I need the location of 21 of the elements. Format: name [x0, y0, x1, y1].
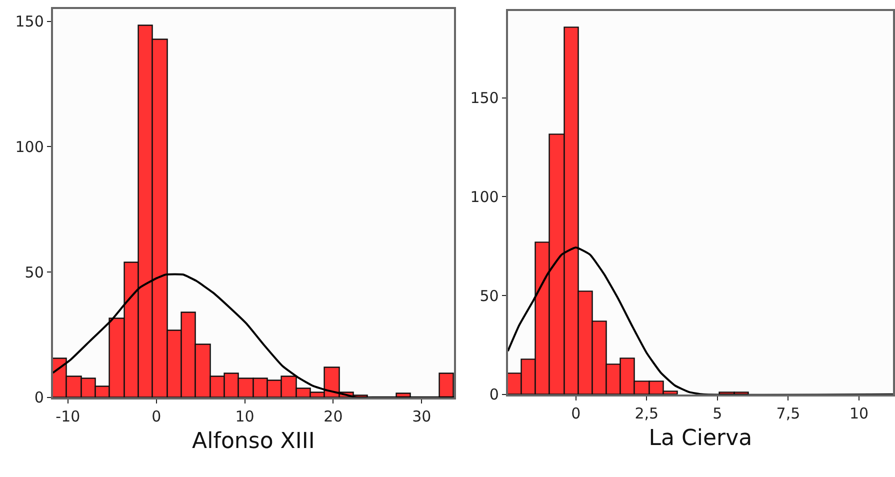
y-tick-label: 150 [15, 12, 44, 31]
x-tick-label: 30 [412, 407, 432, 426]
x-tick-label: 20 [324, 407, 343, 426]
y-tick-label: 50 [480, 286, 499, 305]
y-tick-label: 100 [15, 138, 44, 156]
x-tick-label: -10 [56, 407, 80, 426]
x-tick-label: 7,5 [776, 404, 800, 422]
y-tick-label: 0 [34, 388, 44, 407]
y-tick-label: 0 [489, 386, 499, 404]
x-axis-title: La Cierva [648, 426, 752, 451]
x-tick-label: 0 [571, 404, 581, 422]
line-series [52, 273, 454, 398]
x-tick-label: 10 [235, 407, 254, 426]
y-tick-label: 50 [24, 263, 44, 282]
x-tick-label: 0 [152, 407, 162, 426]
x-tick-label: 10 [849, 404, 869, 422]
y-tick-label: 100 [470, 188, 499, 206]
x-axis-title: Alfonso XIII [192, 428, 315, 454]
y-tick-label: 150 [470, 89, 499, 108]
x-tick-label: 5 [712, 404, 722, 422]
x-tick-label: 2,5 [634, 404, 659, 422]
